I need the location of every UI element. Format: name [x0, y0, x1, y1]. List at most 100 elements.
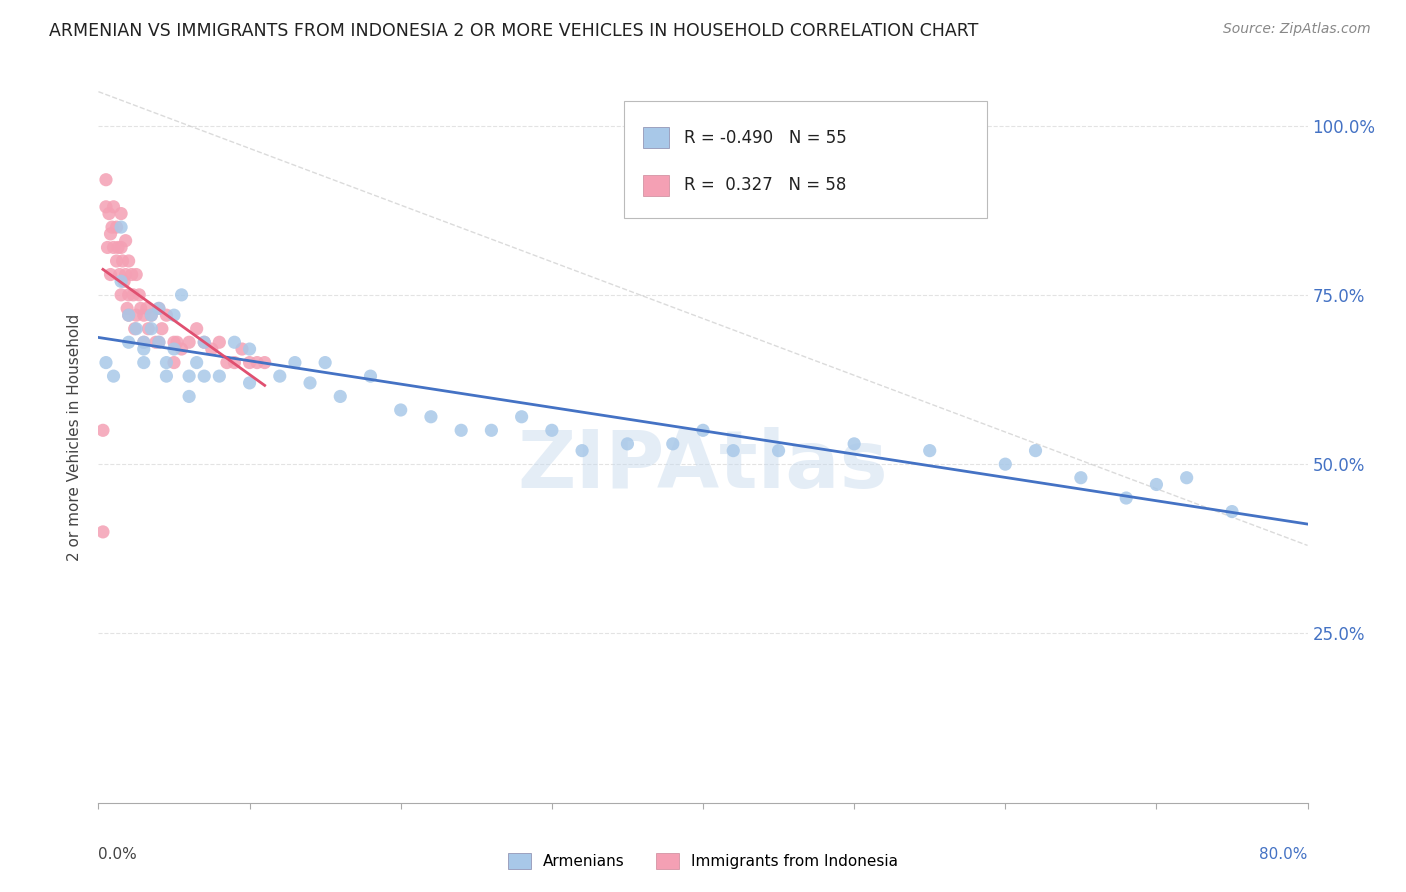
Point: [108, 268, 131, 282]
Point: [101, 220, 124, 235]
Point: [239, 376, 262, 390]
Point: [253, 355, 276, 369]
Point: [994, 457, 1017, 471]
Text: ARMENIAN VS IMMIGRANTS FROM INDONESIA 2 OR MORE VEHICLES IN HOUSEHOLD CORRELATIO: ARMENIAN VS IMMIGRANTS FROM INDONESIA 2 …: [49, 22, 979, 40]
Point: [115, 301, 138, 316]
Point: [239, 355, 262, 369]
Point: [129, 301, 152, 316]
Point: [132, 335, 155, 350]
Point: [118, 308, 141, 322]
Point: [125, 322, 148, 336]
Point: [844, 437, 866, 451]
Point: [179, 369, 201, 384]
Point: [208, 335, 231, 350]
Point: [118, 288, 141, 302]
Point: [148, 335, 170, 350]
Point: [118, 308, 141, 322]
Point: [132, 342, 155, 356]
Point: [110, 220, 132, 235]
Point: [1220, 505, 1243, 519]
Point: [136, 322, 159, 336]
Point: [103, 240, 125, 254]
Point: [132, 308, 155, 322]
Text: R = -0.490   N = 55: R = -0.490 N = 55: [683, 128, 846, 146]
Point: [208, 369, 231, 384]
Point: [1175, 471, 1198, 485]
Point: [148, 335, 170, 350]
Point: [103, 200, 125, 214]
Point: [768, 443, 790, 458]
Point: [510, 409, 533, 424]
Point: [481, 423, 503, 437]
Point: [98, 206, 121, 220]
Point: [121, 268, 143, 282]
Point: [918, 443, 941, 458]
Point: [107, 240, 129, 254]
Point: [1115, 491, 1137, 505]
Point: [179, 389, 201, 403]
Point: [163, 342, 186, 356]
Point: [193, 335, 215, 350]
Point: [360, 369, 382, 384]
Point: [186, 322, 208, 336]
Point: [150, 322, 173, 336]
Point: [246, 355, 269, 369]
Point: [135, 301, 157, 316]
Text: 80.0%: 80.0%: [1260, 847, 1308, 862]
Point: [110, 288, 132, 302]
Point: [112, 274, 135, 288]
Point: [114, 268, 136, 282]
Point: [186, 355, 208, 369]
Point: [193, 369, 215, 384]
Bar: [643, 128, 669, 148]
Point: [269, 369, 291, 384]
Point: [94, 172, 117, 186]
Point: [163, 335, 186, 350]
Point: [420, 409, 443, 424]
Text: Source: ZipAtlas.com: Source: ZipAtlas.com: [1223, 22, 1371, 37]
Point: [692, 423, 714, 437]
Point: [132, 355, 155, 369]
Point: [723, 443, 745, 458]
Point: [118, 335, 141, 350]
Point: [389, 403, 412, 417]
Point: [110, 206, 132, 220]
Point: [231, 342, 253, 356]
Point: [1024, 443, 1046, 458]
Point: [94, 200, 117, 214]
Point: [141, 322, 163, 336]
Point: [314, 355, 336, 369]
Point: [193, 335, 215, 350]
Point: [299, 376, 322, 390]
Point: [128, 288, 150, 302]
Point: [571, 443, 593, 458]
Point: [163, 355, 186, 369]
Point: [145, 335, 167, 350]
Text: 0.0%: 0.0%: [98, 847, 138, 862]
Point: [661, 437, 683, 451]
Point: [110, 240, 132, 254]
Point: [148, 301, 170, 316]
Point: [118, 254, 141, 268]
Point: [110, 274, 132, 288]
Point: [155, 355, 177, 369]
Bar: [624, 101, 987, 218]
Point: [170, 342, 193, 356]
Point: [96, 240, 118, 254]
Point: [124, 322, 146, 336]
Point: [122, 288, 145, 302]
Point: [239, 342, 262, 356]
Point: [114, 234, 136, 248]
Point: [450, 423, 472, 437]
Point: [224, 355, 246, 369]
Point: [103, 369, 125, 384]
Text: R =  0.327   N = 58: R = 0.327 N = 58: [683, 177, 846, 194]
Bar: [643, 175, 669, 195]
Point: [91, 524, 114, 539]
Point: [329, 389, 352, 403]
Point: [105, 220, 128, 235]
Point: [201, 342, 224, 356]
Point: [224, 335, 246, 350]
Point: [141, 308, 163, 322]
Text: ZIPAtlas: ZIPAtlas: [517, 427, 889, 506]
